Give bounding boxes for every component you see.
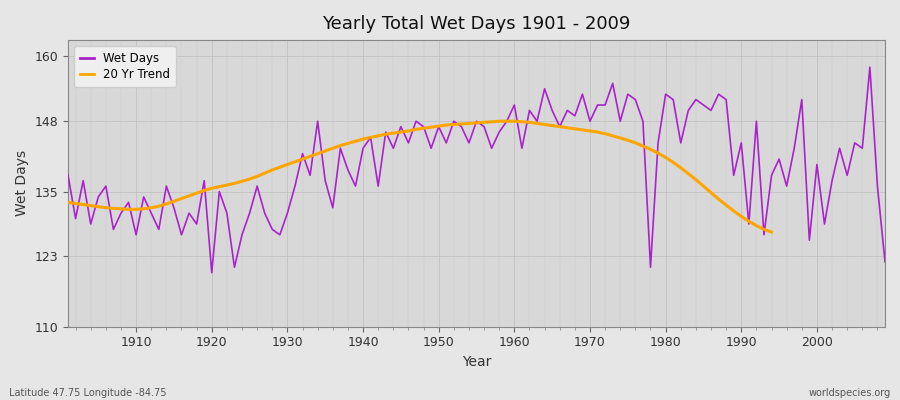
Legend: Wet Days, 20 Yr Trend: Wet Days, 20 Yr Trend — [74, 46, 176, 87]
Text: worldspecies.org: worldspecies.org — [809, 388, 891, 398]
X-axis label: Year: Year — [462, 355, 491, 369]
Title: Yearly Total Wet Days 1901 - 2009: Yearly Total Wet Days 1901 - 2009 — [322, 15, 631, 33]
Text: Latitude 47.75 Longitude -84.75: Latitude 47.75 Longitude -84.75 — [9, 388, 166, 398]
Y-axis label: Wet Days: Wet Days — [15, 150, 29, 216]
